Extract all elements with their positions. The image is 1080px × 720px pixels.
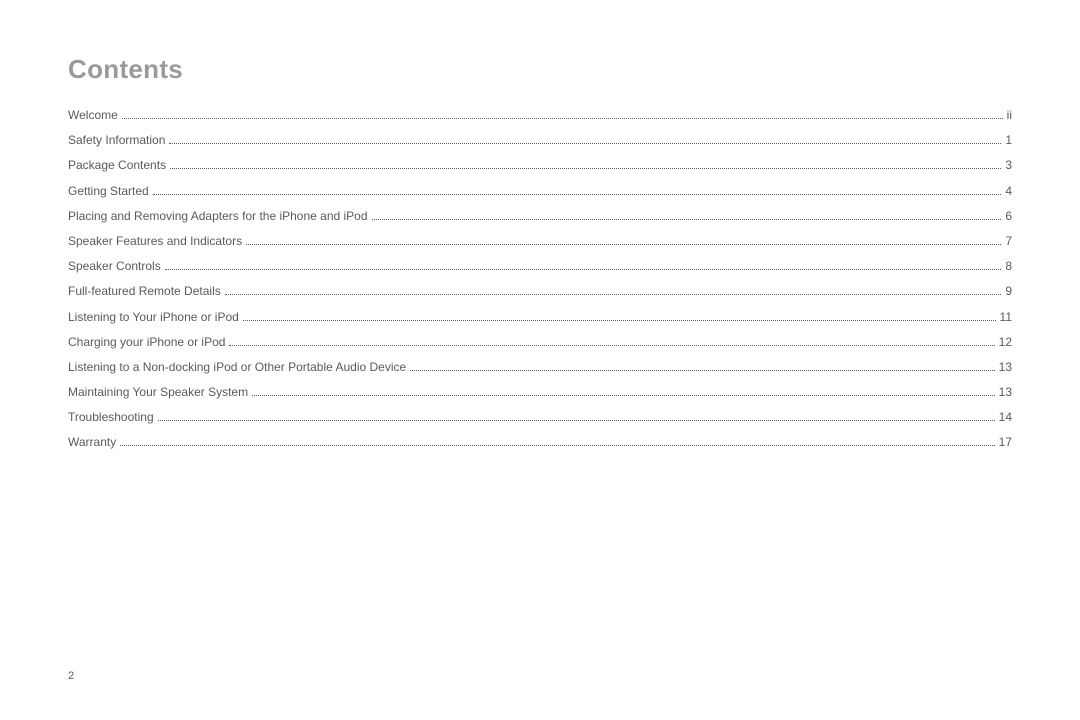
toc-entry: Safety Information 1 [68, 132, 1012, 148]
toc-entry-page: 11 [998, 309, 1012, 325]
toc-entry-label: Package Contents [68, 157, 168, 173]
toc-leader-dots [158, 420, 995, 421]
toc-entry: Full-featured Remote Details 9 [68, 283, 1012, 299]
toc-leader-dots [229, 345, 994, 346]
toc-leader-dots [165, 269, 1002, 270]
toc-entry-page: ii [1005, 107, 1012, 123]
toc-entry-label: Welcome [68, 107, 120, 123]
toc-entry-page: 6 [1003, 208, 1012, 224]
toc-entry-label: Listening to a Non-docking iPod or Other… [68, 359, 408, 375]
toc-leader-dots [410, 370, 994, 371]
toc-entry-label: Charging your iPhone or iPod [68, 334, 227, 350]
toc-entry-page: 8 [1003, 258, 1012, 274]
page-number: 2 [68, 670, 74, 682]
toc-entry-page: 1 [1003, 132, 1012, 148]
toc-leader-dots [225, 294, 1002, 295]
toc-entry-label: Listening to Your iPhone or iPod [68, 309, 241, 325]
toc-entry-label: Speaker Features and Indicators [68, 233, 244, 249]
toc-entry-page: 13 [997, 359, 1012, 375]
toc-entry-label: Placing and Removing Adapters for the iP… [68, 208, 370, 224]
toc-leader-dots [153, 194, 1002, 195]
toc-entry-label: Speaker Controls [68, 258, 163, 274]
toc-entry-page: 3 [1003, 157, 1012, 173]
toc-entry: Troubleshooting 14 [68, 409, 1012, 425]
toc-entry: Speaker Features and Indicators 7 [68, 233, 1012, 249]
toc-leader-dots [243, 320, 996, 321]
toc-leader-dots [372, 219, 1002, 220]
toc-entry-label: Getting Started [68, 183, 151, 199]
toc-leader-dots [252, 395, 995, 396]
toc-entry: Maintaining Your Speaker System 13 [68, 384, 1012, 400]
toc-entry-page: 12 [997, 334, 1012, 350]
table-of-contents: Welcome ii Safety Information 1 Package Cont… [68, 107, 1012, 451]
toc-leader-dots [246, 244, 1001, 245]
toc-entry-label: Warranty [68, 434, 118, 450]
toc-entry-label: Maintaining Your Speaker System [68, 384, 250, 400]
toc-entry-label: Troubleshooting [68, 409, 156, 425]
toc-entry: Getting Started 4 [68, 183, 1012, 199]
toc-entry: Warranty 17 [68, 434, 1012, 450]
toc-entry: Speaker Controls 8 [68, 258, 1012, 274]
toc-entry: Welcome ii [68, 107, 1012, 123]
toc-entry-page: 9 [1003, 283, 1012, 299]
contents-heading: Contents [68, 54, 1012, 85]
toc-entry: Listening to a Non-docking iPod or Other… [68, 359, 1012, 375]
toc-leader-dots [169, 143, 1001, 144]
toc-entry-page: 7 [1003, 233, 1012, 249]
document-page: Contents Welcome ii Safety Information 1 Pac… [0, 0, 1080, 451]
toc-entry-label: Safety Information [68, 132, 167, 148]
toc-entry-label: Full-featured Remote Details [68, 283, 223, 299]
toc-leader-dots [170, 168, 1001, 169]
toc-entry: Charging your iPhone or iPod 12 [68, 334, 1012, 350]
toc-leader-dots [122, 118, 1003, 119]
toc-entry: Listening to Your iPhone or iPod 11 [68, 309, 1012, 325]
toc-entry-page: 14 [997, 409, 1012, 425]
toc-entry: Package Contents 3 [68, 157, 1012, 173]
toc-leader-dots [120, 445, 994, 446]
toc-entry-page: 4 [1003, 183, 1012, 199]
toc-entry-page: 13 [997, 384, 1012, 400]
toc-entry: Placing and Removing Adapters for the iP… [68, 208, 1012, 224]
toc-entry-page: 17 [997, 434, 1012, 450]
